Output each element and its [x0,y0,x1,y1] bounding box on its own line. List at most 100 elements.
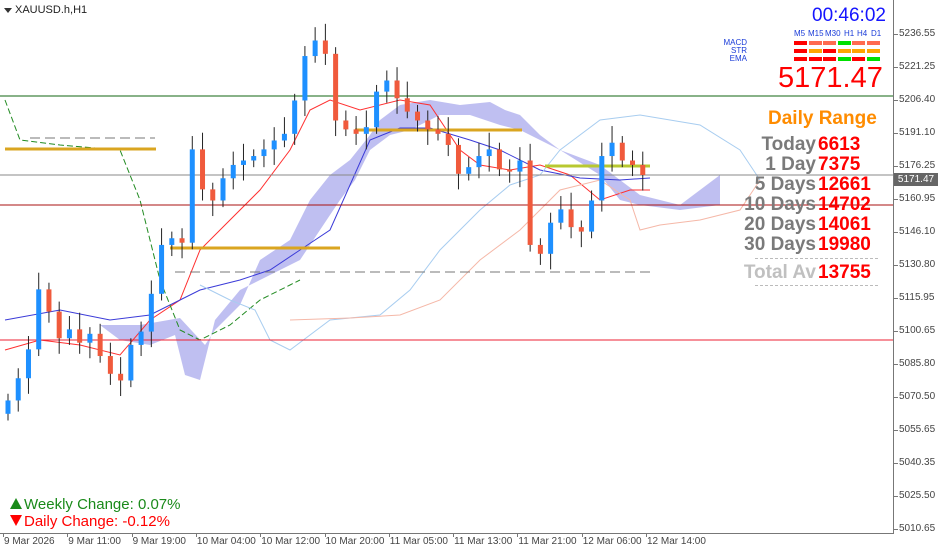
candle [271,140,277,150]
signal-bar [866,49,880,53]
price-label: 5055.65 [899,424,936,435]
candle [599,156,605,201]
arrow-down-icon [10,515,22,526]
candle [25,349,31,379]
span-a-line [289,179,761,321]
candle [435,129,441,134]
price-tick [894,34,898,35]
price-label: 5236.55 [899,28,936,39]
timeframe-label: D1 [871,29,882,38]
candle [189,149,195,243]
candle [517,160,523,172]
range-value: 14702 [818,194,871,215]
price-tick [894,331,898,332]
time-label: 11 Mar 21:00 [518,536,577,547]
price-label: 5070.50 [899,391,936,402]
candle [476,156,482,168]
chart-area[interactable]: XAUUSD.h,H1 00:46:02 M5 M15 M30 H1 H4 D1 MACD… [0,0,894,534]
candle [589,200,595,232]
range-value: 14061 [818,214,871,235]
time-label: 9 Mar 2026 [4,536,55,547]
price-tick [894,100,898,101]
candle [87,333,93,343]
signal-bar [794,57,807,61]
time-tick [3,533,4,537]
candle [128,344,134,381]
candle [15,378,21,401]
daily-range-row: 30 Days 19980 [0,235,893,254]
price-label: 5146.10 [899,226,936,237]
candle [312,40,318,57]
signal-bar [794,41,807,45]
time-tick [453,533,455,537]
range-label: 20 Days [744,214,816,235]
candle [97,333,103,357]
signal-bar [823,49,836,53]
time-label: 10 Mar 20:00 [325,536,385,547]
signal-bar [837,49,851,53]
time-tick [324,533,326,537]
price-label: 5100.65 [899,325,936,336]
candle [77,329,83,343]
range-label: Today [761,134,816,155]
current-price-big: 5171.47 [778,62,883,94]
candle [169,238,175,245]
candle [210,189,216,201]
time-tick [260,533,262,537]
time-tick [67,533,69,537]
ichimoku-overlay [0,95,893,380]
candle [384,80,390,92]
candle [36,289,42,350]
timeframe-label: M15 [808,29,824,38]
candles [5,23,646,421]
signal-bar [837,57,851,61]
timeframe-label: M5 [794,29,806,38]
price-label: 5191.10 [899,127,936,138]
candle [251,156,257,161]
range-value: 7375 [818,154,861,175]
candle [466,167,472,174]
candle [343,120,349,130]
price-tick [894,529,898,530]
indicator-label: EMA [729,54,747,63]
candle [200,149,206,190]
candle [455,144,461,174]
chikou-line [4,99,301,341]
price-tick [894,430,898,431]
signal-bar [808,57,822,61]
time-label: 10 Mar 12:00 [261,536,321,547]
price-label: 5160.95 [899,193,936,204]
price-tick [894,232,898,233]
candle [179,238,185,243]
price-label: 5115.95 [899,292,935,303]
time-tick [195,533,197,537]
price-label: 5040.35 [899,457,936,468]
daily-range-row: 20 Days 14061 [0,215,893,234]
price-tick [894,265,898,266]
timeframe-label: M30 [825,29,841,38]
divider [755,285,878,286]
candle [220,178,226,201]
candle [322,40,328,54]
candle [353,129,359,134]
range-label: 1 Day [765,154,816,175]
candle [445,133,451,145]
symbol-label[interactable]: XAUUSD.h,H1 [4,4,87,16]
price-tick [894,133,898,134]
range-value: 19980 [818,234,871,255]
candle [548,222,554,254]
time-tick [646,533,647,537]
signal-bar [823,57,836,61]
time-label: 12 Mar 14:00 [647,536,706,547]
candle [609,142,615,157]
signal-bar [852,57,865,61]
candle [363,127,369,134]
daily-change: Daily Change: -0.12% [10,514,170,530]
signal-bar [823,41,836,45]
candle [527,160,533,245]
price-label: 5010.65 [899,523,936,534]
price-chart[interactable] [0,0,893,533]
price-label: 5025.50 [899,490,936,501]
price-tick [894,166,898,167]
candle [496,149,502,170]
